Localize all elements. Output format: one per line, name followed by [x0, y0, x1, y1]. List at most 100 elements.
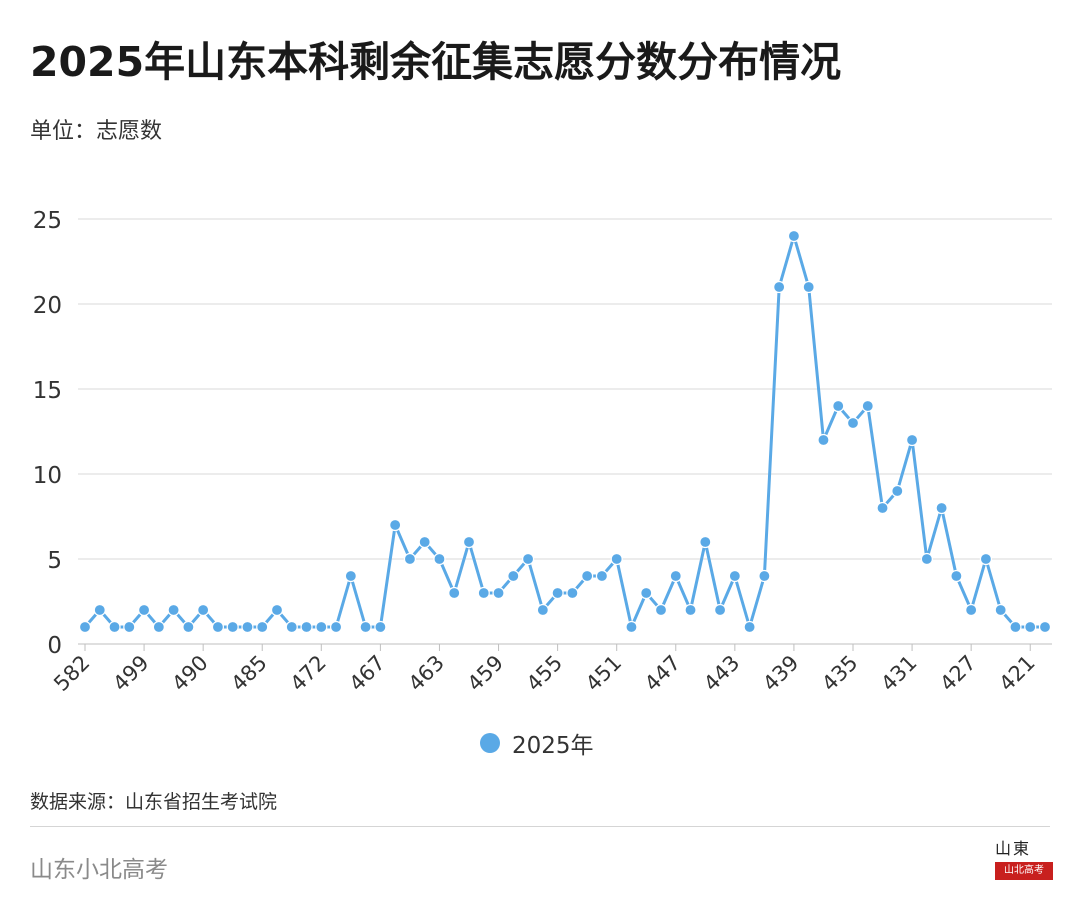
data-source: 数据来源：山东省招生考试院 — [30, 791, 278, 813]
data-point — [329, 620, 343, 634]
y-tick-label: 5 — [47, 548, 62, 574]
data-point — [994, 603, 1007, 617]
seal-top-text: 山東 — [995, 839, 1032, 858]
data-point — [448, 586, 461, 600]
data-point — [773, 280, 786, 294]
data-point — [654, 603, 668, 617]
data-point — [625, 620, 638, 634]
data-point — [315, 620, 328, 634]
brand-seal-icon: 山東 山北高考 — [995, 840, 1053, 888]
chart-title: 2025年山东本科剩余征集志愿分数分布情况 — [30, 38, 842, 86]
data-point — [728, 569, 741, 583]
data-point — [462, 535, 476, 549]
data-point — [610, 552, 623, 566]
legend-label: 2025年 — [512, 733, 594, 759]
data-point — [182, 620, 195, 634]
data-point — [123, 620, 136, 634]
y-tick-label: 25 — [33, 208, 62, 234]
data-point — [108, 620, 121, 634]
x-tick-label: 455 — [522, 651, 567, 696]
data-point — [226, 620, 239, 634]
seal-band-text: 山北高考 — [995, 862, 1053, 880]
data-point — [551, 586, 564, 600]
data-point — [1009, 620, 1022, 634]
data-point — [521, 552, 535, 566]
data-point — [743, 620, 756, 634]
data-point — [300, 620, 313, 634]
x-tick-label: 435 — [817, 651, 862, 696]
x-tick-label: 427 — [935, 651, 980, 696]
data-point — [935, 501, 948, 515]
x-tick-label: 439 — [758, 651, 803, 696]
unit-label: 单位：志愿数 — [30, 119, 163, 144]
x-tick-label: 490 — [167, 651, 212, 696]
data-point — [920, 552, 933, 566]
y-tick-label: 0 — [47, 633, 62, 659]
data-point — [1038, 620, 1052, 634]
x-tick-label: 463 — [404, 651, 449, 696]
x-tick-label: 451 — [581, 651, 626, 696]
data-point — [640, 586, 653, 600]
data-point — [285, 620, 298, 634]
y-tick-label: 10 — [33, 463, 62, 489]
data-point — [433, 552, 446, 566]
data-point — [979, 552, 993, 566]
data-point — [93, 603, 106, 617]
data-point — [78, 620, 92, 634]
data-point — [344, 569, 357, 583]
data-point — [241, 620, 254, 634]
x-tick-label: 421 — [994, 651, 1039, 696]
x-tick-label: 459 — [463, 651, 508, 696]
y-tick-label: 15 — [33, 378, 62, 404]
x-tick-labels: 582 499 490 485 472 467 463 459 455 451 447 443 439 4… — [49, 644, 1040, 696]
data-point — [270, 603, 284, 617]
data-point — [1024, 620, 1037, 634]
divider — [30, 826, 1050, 827]
data-point — [846, 416, 860, 430]
grid-lines — [78, 218, 1052, 645]
data-point — [861, 399, 874, 413]
data-point — [418, 535, 431, 549]
data-point — [581, 569, 594, 583]
x-tick-label: 447 — [640, 651, 685, 696]
data-point — [137, 603, 151, 617]
data-point — [669, 569, 682, 583]
x-tick-label: 485 — [226, 651, 271, 696]
data-point — [256, 620, 269, 634]
data-point — [699, 535, 712, 549]
data-point — [787, 229, 801, 243]
legend[interactable]: 2025年 — [480, 726, 594, 760]
data-point — [536, 603, 549, 617]
brand-name: 山东小北高考 — [30, 857, 168, 883]
series-line — [83, 234, 1045, 629]
x-tick-label: 431 — [876, 651, 921, 696]
data-point — [802, 280, 815, 294]
data-point — [965, 603, 978, 617]
y-tick-label: 20 — [33, 293, 62, 319]
series-points — [78, 229, 1052, 634]
data-point — [758, 569, 771, 583]
data-point — [832, 399, 845, 413]
y-tick-labels: 0 5 10 15 20 25 — [33, 208, 62, 659]
data-point — [389, 518, 402, 532]
data-point — [359, 620, 372, 634]
data-point — [876, 501, 889, 515]
data-point — [477, 586, 490, 600]
x-tick-label: 467 — [345, 651, 390, 696]
data-point — [492, 586, 505, 600]
data-point — [211, 620, 225, 634]
data-point — [684, 603, 697, 617]
data-point — [197, 603, 210, 617]
data-point — [167, 603, 180, 617]
data-point — [713, 603, 727, 617]
data-point — [950, 569, 963, 583]
data-point — [507, 569, 520, 583]
data-point — [403, 552, 417, 566]
legend-marker-icon — [480, 733, 500, 753]
data-point — [817, 433, 830, 447]
x-tick-label: 443 — [699, 651, 744, 696]
x-tick-label: 499 — [108, 651, 153, 696]
data-point — [374, 620, 387, 634]
data-point — [152, 620, 165, 634]
